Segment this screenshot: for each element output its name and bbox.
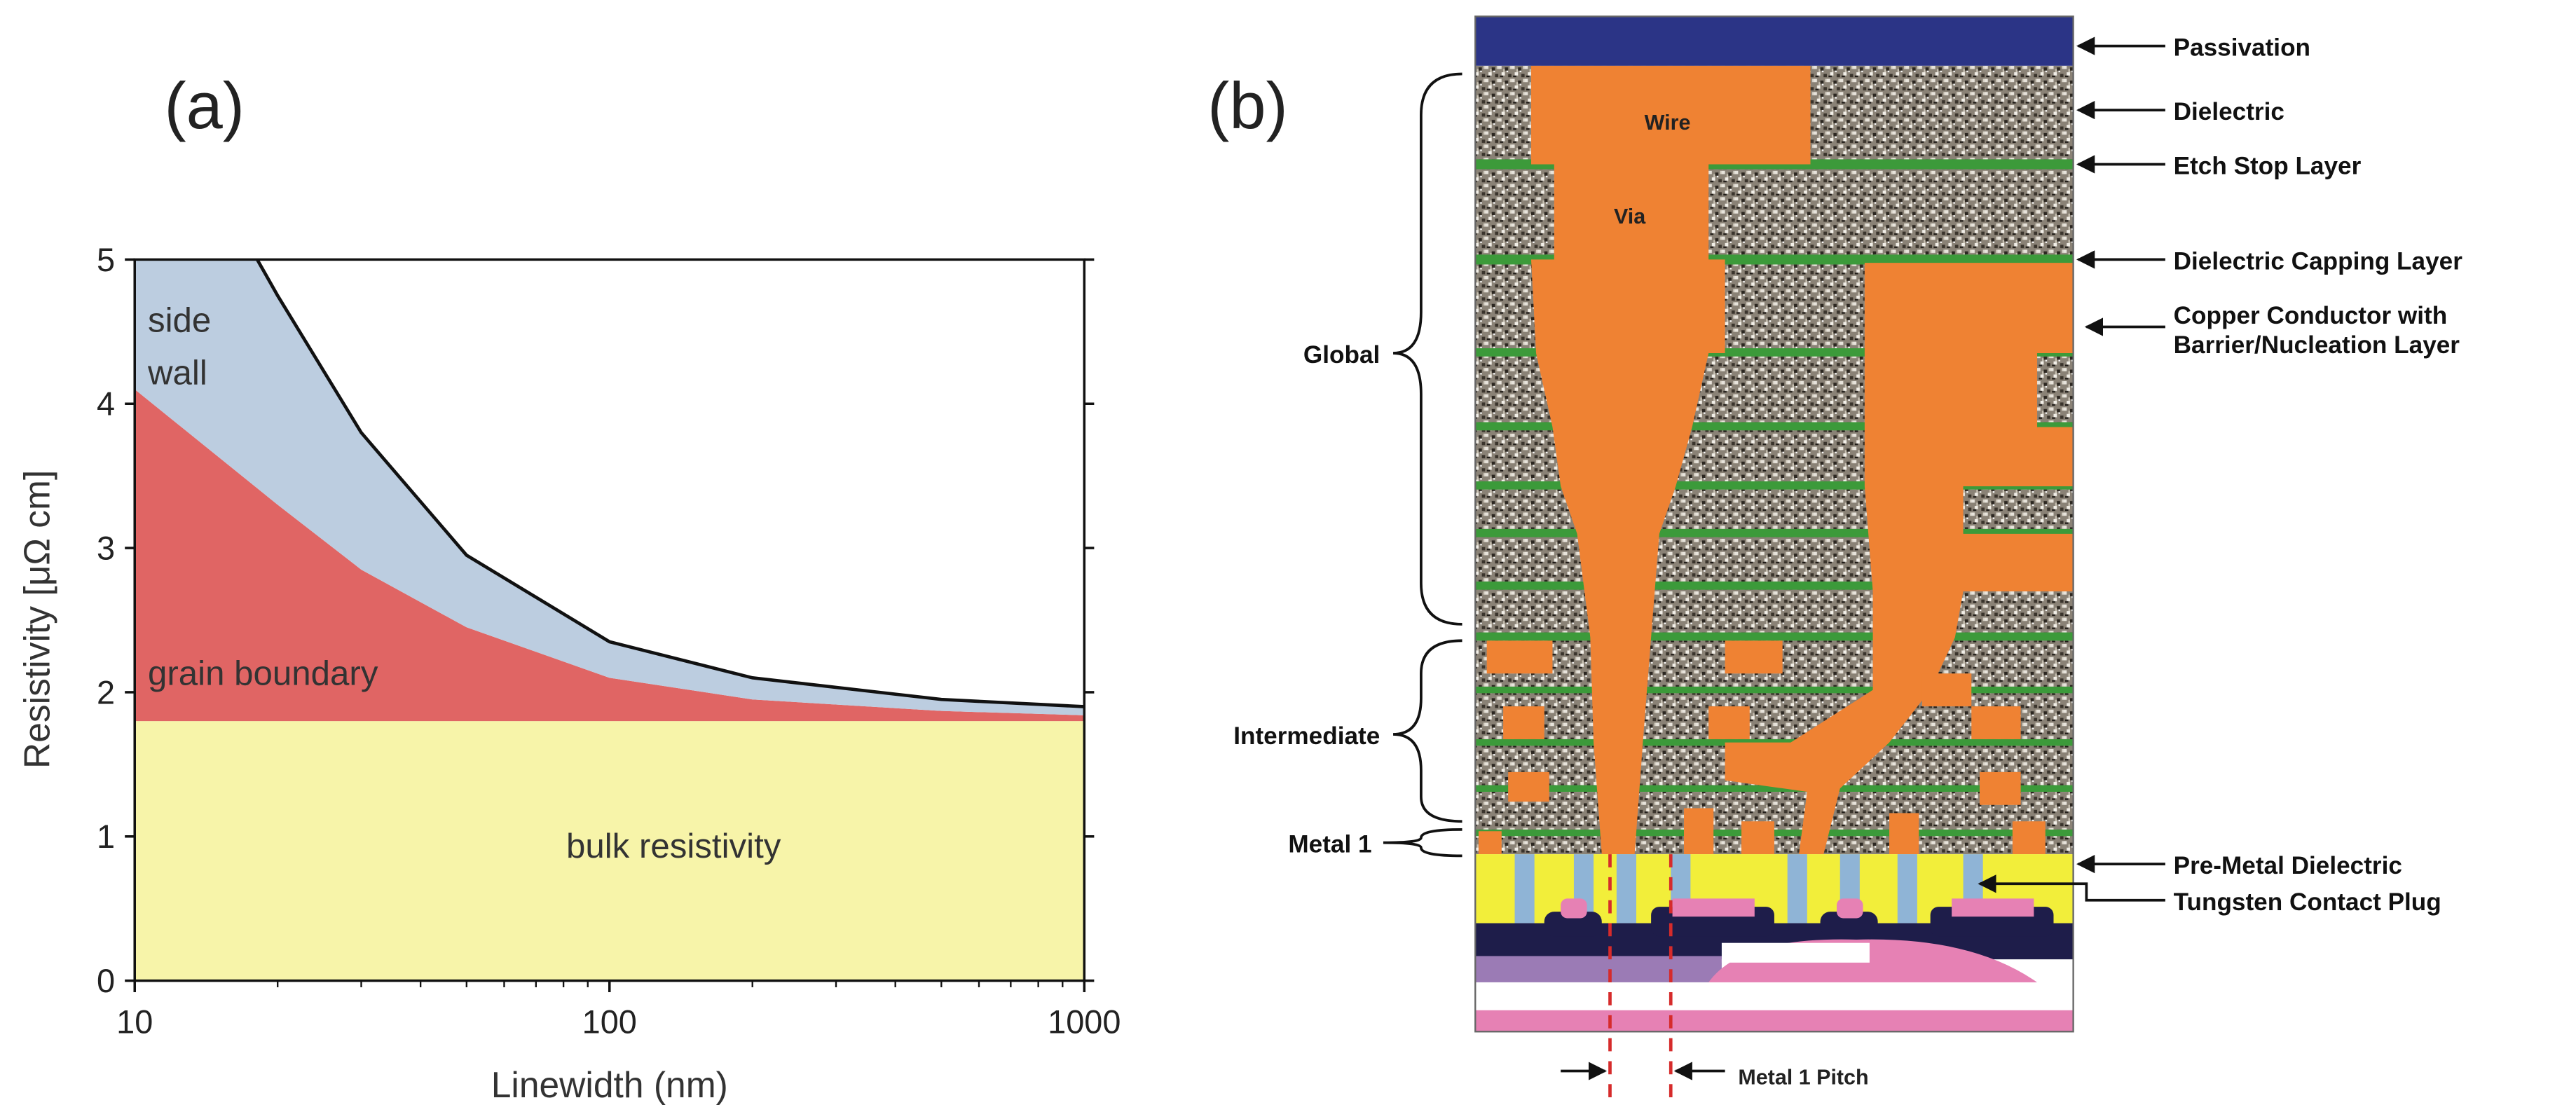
total-line — [255, 259, 1085, 708]
series-label-box: bulk resistivity — [566, 828, 781, 866]
layer-label: Barrier/Nucleation Layer — [2174, 331, 2460, 359]
panel-label: (b) — [1207, 69, 1288, 142]
area — [135, 721, 1085, 981]
y-axis-label: Resistivity [μΩ cm] — [16, 470, 57, 769]
transistors — [1475, 898, 2074, 1032]
series-label: bulk resistivity — [566, 828, 781, 866]
layer-label: Pre-Metal Dielectric — [2174, 852, 2402, 879]
series-label: grain boundary — [147, 655, 378, 694]
plot-area: bulk resistivity grain boundary side wall 0… — [97, 242, 1121, 1041]
layer-label: Dielectric — [2174, 98, 2284, 125]
y-tick-label: 4 — [97, 386, 115, 423]
y-tick-label: 3 — [97, 530, 115, 567]
x-axis-label: Linewidth (nm) — [491, 1064, 728, 1105]
layer-label: Dielectric Capping Layer — [2174, 247, 2463, 275]
y-tick-label: 5 — [97, 242, 115, 278]
level-label: Global — [1303, 341, 1380, 369]
x-tick-label: 1000 — [1048, 1004, 1121, 1041]
area — [135, 259, 1085, 715]
level-label: Intermediate — [1233, 722, 1380, 750]
series-label-box: grain boundary — [147, 655, 378, 694]
arrows — [1561, 36, 2165, 1080]
layer-label: Tungsten Contact Plug — [2174, 888, 2441, 916]
areas — [135, 259, 1085, 981]
y-tick-label: 2 — [97, 674, 115, 710]
x-tick-label: 10 — [116, 1004, 153, 1041]
braces — [1383, 72, 1462, 858]
layer-label: Etch Stop Layer — [2174, 153, 2362, 180]
series-label: side wall — [147, 302, 212, 393]
level-label: Metal 1 — [1288, 831, 1371, 858]
inner-label: Via — [1614, 205, 1646, 228]
pitch-label: Metal 1 Pitch — [1738, 1065, 1868, 1089]
copper — [1478, 65, 2074, 855]
panel-label: (a) — [164, 69, 245, 142]
layer-label: Passivation — [2174, 34, 2310, 62]
y-tick-label: 1 — [97, 818, 115, 855]
cross-section: (b) — [1207, 15, 2463, 1104]
y-tick-label: 0 — [97, 963, 115, 999]
series-label-box: side wall — [147, 302, 212, 393]
x-tick-label: 100 — [582, 1004, 637, 1041]
passivation — [1475, 16, 2074, 66]
inner-label: Wire — [1645, 111, 1691, 135]
layer-label: Copper Conductor with — [2174, 302, 2448, 329]
area — [135, 389, 1085, 722]
pitch-lines — [1608, 854, 1673, 1104]
tungsten-plugs — [1514, 854, 1983, 924]
